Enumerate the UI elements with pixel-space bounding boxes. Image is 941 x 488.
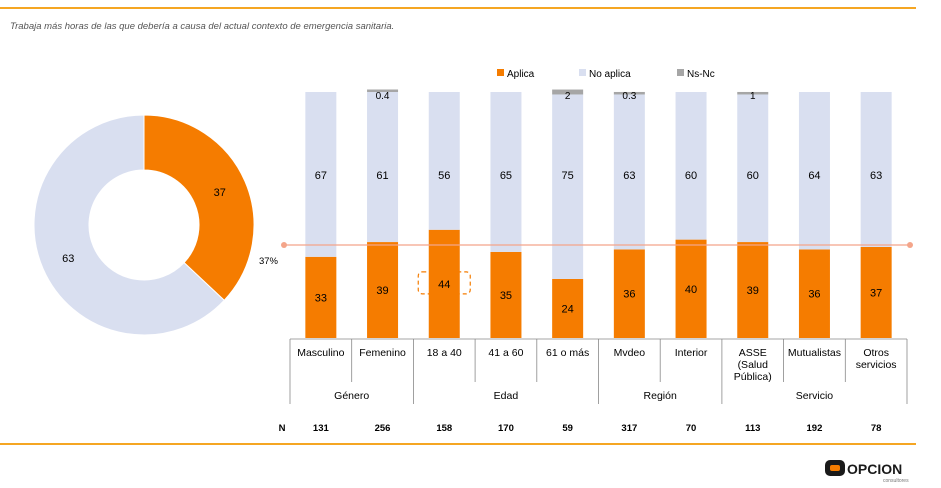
logo-mark-inner	[830, 465, 840, 471]
bar-no-aplica-7	[737, 94, 769, 243]
n-value-9: 78	[871, 423, 882, 434]
bar-no-aplica-6	[675, 92, 707, 240]
n-value-3: 170	[498, 423, 514, 434]
group-label-1: Edad	[494, 390, 519, 402]
top-rule	[0, 7, 916, 9]
label-nsnc-1: 0.4	[376, 91, 390, 102]
n-value-8: 192	[807, 423, 823, 434]
bar-no-aplica-1	[367, 92, 399, 243]
reference-line-end-dot	[907, 241, 913, 248]
bar-no-aplica-3	[490, 92, 522, 252]
category-label-2-0: 18 a 40	[427, 347, 462, 359]
reference-line-start-dot	[281, 241, 287, 248]
bar-aplica-4	[552, 278, 584, 338]
bar-no-aplica-4	[552, 94, 584, 279]
label-aplica-7: 39	[747, 285, 759, 297]
bar-aplica-0	[305, 256, 337, 338]
label-no-aplica-8: 64	[808, 170, 820, 182]
category-label-9-0: Otros	[863, 347, 889, 359]
label-no-aplica-2: 56	[438, 170, 450, 182]
logo-text: OPCION	[847, 461, 902, 477]
category-label-4-0: 61 o más	[546, 347, 589, 359]
label-aplica-8: 36	[808, 289, 820, 301]
label-aplica-1: 39	[376, 285, 388, 297]
bottom-rule	[0, 443, 916, 445]
bar-aplica-6	[675, 239, 707, 338]
label-aplica-5: 36	[623, 289, 635, 301]
label-no-aplica-0: 67	[315, 170, 327, 182]
bar-nsnc-4	[552, 89, 584, 95]
bar-nsnc-1	[367, 89, 399, 92]
label-aplica-3: 35	[500, 290, 512, 302]
bar-aplica-9	[860, 246, 892, 338]
label-no-aplica-1: 61	[376, 170, 388, 182]
label-no-aplica-4: 75	[562, 170, 574, 182]
group-label-0: Género	[334, 390, 369, 402]
label-aplica-4: 24	[562, 303, 574, 315]
bar-nsnc-7	[737, 91, 769, 95]
logo-subtext: consultores	[883, 478, 909, 484]
category-label-9-1: servicios	[856, 359, 897, 371]
category-label-3-0: 41 a 60	[488, 347, 523, 359]
category-label-7-1: (Salud	[738, 359, 769, 371]
highlight-box	[417, 271, 471, 295]
bar-aplica-5	[613, 249, 645, 338]
category-label-8-0: Mutualistas	[788, 347, 841, 359]
legend-label-2: Ns-Nc	[687, 69, 715, 80]
legend-swatch-1	[579, 69, 586, 76]
category-label-6-0: Interior	[675, 347, 708, 359]
category-label-1-0: Femenino	[359, 347, 406, 359]
category-label-7-0: ASSE	[739, 347, 767, 359]
label-aplica-2: 44	[438, 279, 450, 291]
label-no-aplica-9: 63	[870, 170, 882, 182]
chart-subtitle: Trabaja más horas de las que debería a c…	[10, 21, 395, 32]
n-value-7: 113	[745, 423, 760, 434]
category-label-7-2: Pública)	[734, 371, 772, 383]
legend-label-0: Aplica	[507, 69, 535, 80]
category-label-5-0: Mvdeo	[614, 347, 646, 359]
bar-aplica-1	[367, 242, 399, 338]
label-aplica-0: 33	[315, 292, 327, 304]
label-no-aplica-6: 60	[685, 170, 697, 182]
bar-aplica-2	[428, 229, 460, 338]
donut-slice-label-1: 63	[62, 253, 74, 265]
group-label-2: Región	[644, 390, 677, 402]
opcion-logo: OPCION consultores	[825, 460, 909, 484]
reference-line-label: 37%	[259, 256, 279, 267]
label-no-aplica-5: 63	[623, 170, 635, 182]
n-value-5: 317	[621, 423, 637, 434]
bar-aplica-8	[798, 249, 830, 338]
bar-aplica-7	[737, 242, 769, 338]
legend-label-1: No aplica	[589, 69, 631, 80]
label-no-aplica-7: 60	[747, 170, 759, 182]
n-label: N	[279, 423, 286, 434]
bar-no-aplica-8	[798, 92, 830, 250]
label-aplica-9: 37	[870, 287, 882, 299]
legend-swatch-0	[497, 69, 504, 76]
bar-no-aplica-0	[305, 92, 337, 257]
n-value-1: 256	[375, 423, 391, 434]
n-value-2: 158	[436, 423, 452, 434]
label-nsnc-4: 2	[565, 91, 571, 102]
donut-slice-0	[143, 114, 255, 302]
n-value-6: 70	[686, 423, 697, 434]
label-nsnc-5: 0.3	[622, 91, 636, 102]
n-value-0: 131	[313, 423, 330, 434]
bar-aplica-3	[490, 251, 522, 338]
label-aplica-6: 40	[685, 284, 697, 296]
bar-no-aplica-2	[428, 92, 460, 230]
group-label-3: Servicio	[796, 390, 834, 402]
category-label-0-0: Masculino	[297, 347, 344, 359]
donut-slice-label-0: 37	[214, 187, 226, 199]
bar-no-aplica-5	[613, 94, 645, 250]
n-value-4: 59	[562, 423, 573, 434]
bar-no-aplica-9	[860, 92, 892, 247]
legend-swatch-2	[677, 69, 684, 76]
label-no-aplica-3: 65	[500, 170, 512, 182]
bar-nsnc-5	[613, 91, 645, 95]
label-nsnc-7: 1	[750, 91, 756, 102]
donut-slice-1	[33, 114, 225, 336]
